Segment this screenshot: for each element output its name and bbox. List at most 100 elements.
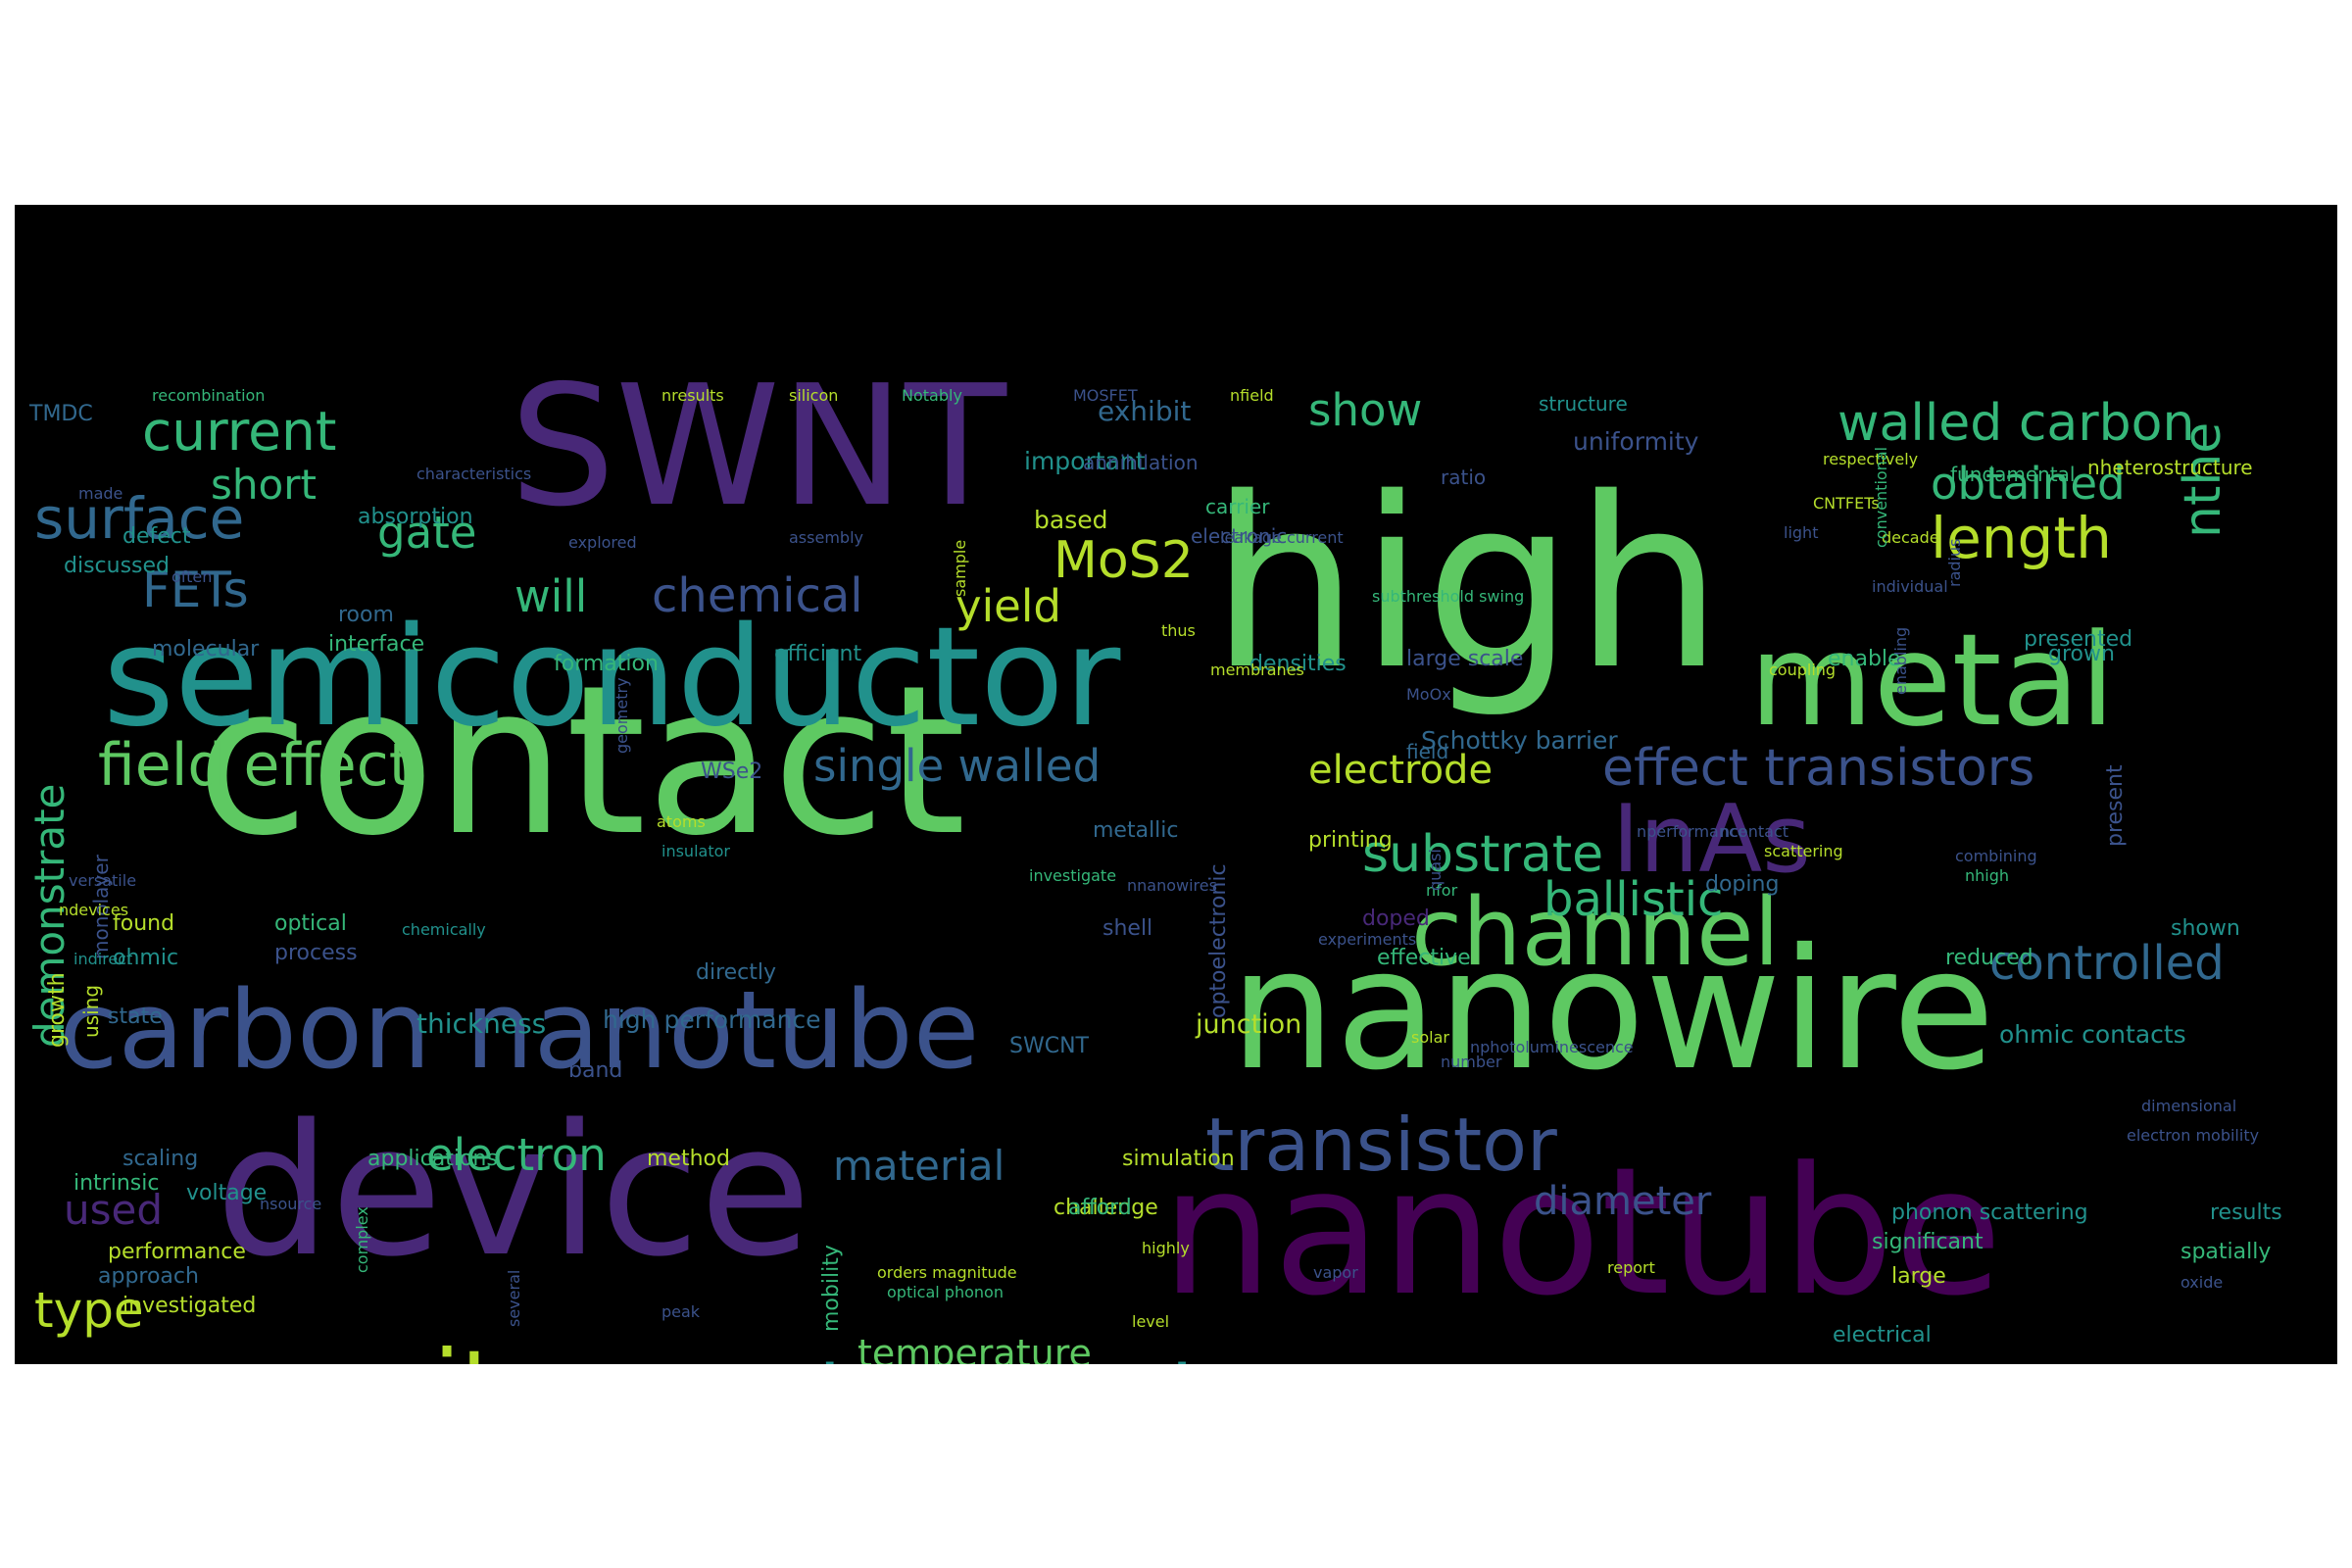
word-128: electronic [1191, 524, 1287, 548]
word-31: yield [956, 580, 1061, 632]
word-194: chemically [402, 920, 486, 939]
word-110: directly [696, 960, 776, 985]
word-132: MOSFET [1073, 386, 1138, 405]
word-21: substrate [1362, 825, 1603, 884]
word-196: atoms [657, 812, 706, 831]
word-147: light [1784, 523, 1818, 542]
word-3: nanotube [1161, 1130, 2002, 1335]
word-101: challenge [1054, 1196, 1158, 1220]
word-8: metal [1749, 606, 2115, 755]
word-118: optoelectronic [1206, 863, 1231, 1018]
word-103: SWCNT [1009, 1034, 1090, 1058]
word-175: orders magnitude [877, 1263, 1017, 1282]
word-155: nperformance [1637, 822, 1747, 841]
word-38: material [833, 1142, 1004, 1190]
word-22: single walled [813, 740, 1101, 792]
word-124: structure [1539, 392, 1628, 416]
word-106: found [113, 911, 174, 936]
word-59: interface [328, 632, 424, 657]
word-80: significant [1872, 1230, 1984, 1254]
word-29: controlled [1989, 936, 2225, 991]
word-49: high performance [603, 1005, 821, 1034]
word-114: defect [122, 524, 191, 549]
word-73: reduced [1945, 946, 2034, 970]
word-64: enable [1828, 647, 1901, 671]
word-116: using [79, 985, 103, 1038]
word-172: report [1607, 1258, 1655, 1277]
word-66: densities [1250, 652, 1347, 676]
word-98: applications [368, 1147, 498, 1171]
word-111: WSe2 [701, 760, 762, 784]
word-70: doping [1705, 872, 1779, 897]
word-53: uniformity [1573, 427, 1699, 456]
word-125: fundamental [1950, 463, 2075, 486]
word-2: high [1210, 447, 1723, 721]
word-159: nhigh [1965, 866, 2009, 885]
word-113: room [338, 603, 394, 627]
word-75: present [2103, 764, 2128, 847]
word-43: type [34, 1282, 144, 1339]
word-cloud-canvas: contact high nanotube nanowire device SWNT sem… [25, 350, 2282, 1364]
word-69: printing [1308, 828, 1393, 853]
word-39: temperature [858, 1332, 1092, 1364]
word-94: performance [108, 1240, 246, 1264]
word-76: phonon scattering [1891, 1200, 2088, 1225]
word-62: formation [554, 652, 659, 676]
word-154: MoOx [1406, 685, 1451, 704]
word-148: conventional [1872, 447, 1890, 548]
word-58: discussed [64, 554, 170, 578]
word-108: optical [274, 911, 347, 936]
word-145: respectively [1823, 450, 1918, 468]
word-56: based [1034, 506, 1107, 534]
word-48: Schottky barrier [1421, 726, 1618, 755]
word-32: will [514, 570, 587, 622]
word-197: geometry [612, 677, 631, 754]
word-65: grown [2048, 642, 2115, 666]
word-136: recombination [152, 386, 265, 405]
word-176: optical phonon [887, 1283, 1004, 1301]
word-160: investigate [1029, 866, 1116, 885]
word-37: electron [426, 1129, 607, 1181]
word-138: characteristics [416, 465, 531, 483]
word-126: nheterostructure [2087, 456, 2253, 479]
word-115: TMDC [28, 402, 93, 426]
word-36: show [1308, 384, 1422, 436]
word-35: short [211, 461, 317, 509]
word-146: CNTFETs [1813, 494, 1880, 513]
word-165: solar [1411, 1028, 1449, 1047]
word-171: vapor [1313, 1263, 1358, 1282]
word-78: spatially [2180, 1240, 2271, 1264]
word-18: walled carbon [1838, 394, 2194, 453]
word-33: gate [377, 507, 476, 559]
word-131: coupling [1769, 661, 1836, 679]
word-167: number [1441, 1053, 1502, 1071]
word-133: Notably [902, 386, 962, 405]
word-74: shown [2171, 916, 2240, 941]
word-54: exhibit [1098, 395, 1191, 427]
word-57: absorption [358, 505, 473, 529]
word-92: investigated [122, 1294, 256, 1318]
word-135: nresults [662, 386, 724, 405]
word-52: junction [1195, 1009, 1301, 1040]
word-143: leakage current [1220, 528, 1344, 547]
word-177: peak [662, 1302, 701, 1321]
word-60: molecular [152, 637, 260, 662]
word-166: nphotoluminescence [1470, 1038, 1634, 1056]
word-13: InAs [1612, 786, 1811, 894]
word-97: scaling [122, 1147, 198, 1171]
word-79: large [1891, 1264, 1946, 1289]
word-112: shell [1102, 916, 1152, 941]
word-191: versatile [69, 871, 136, 890]
word-129: thus [1161, 621, 1196, 640]
word-77: results [2210, 1200, 2282, 1225]
word-96: voltage [186, 1181, 267, 1205]
word-50: ohmic contacts [1999, 1020, 2186, 1049]
word-174: level [1132, 1312, 1169, 1331]
word-139: made [78, 484, 122, 503]
word-149: radius [1945, 539, 1964, 587]
word-195: insulator [662, 842, 730, 860]
word-95: intrinsic [74, 1171, 159, 1196]
word-198: sample [951, 540, 969, 597]
word-168: dimensional [2141, 1097, 2236, 1115]
word-100: simulation [1122, 1147, 1235, 1171]
